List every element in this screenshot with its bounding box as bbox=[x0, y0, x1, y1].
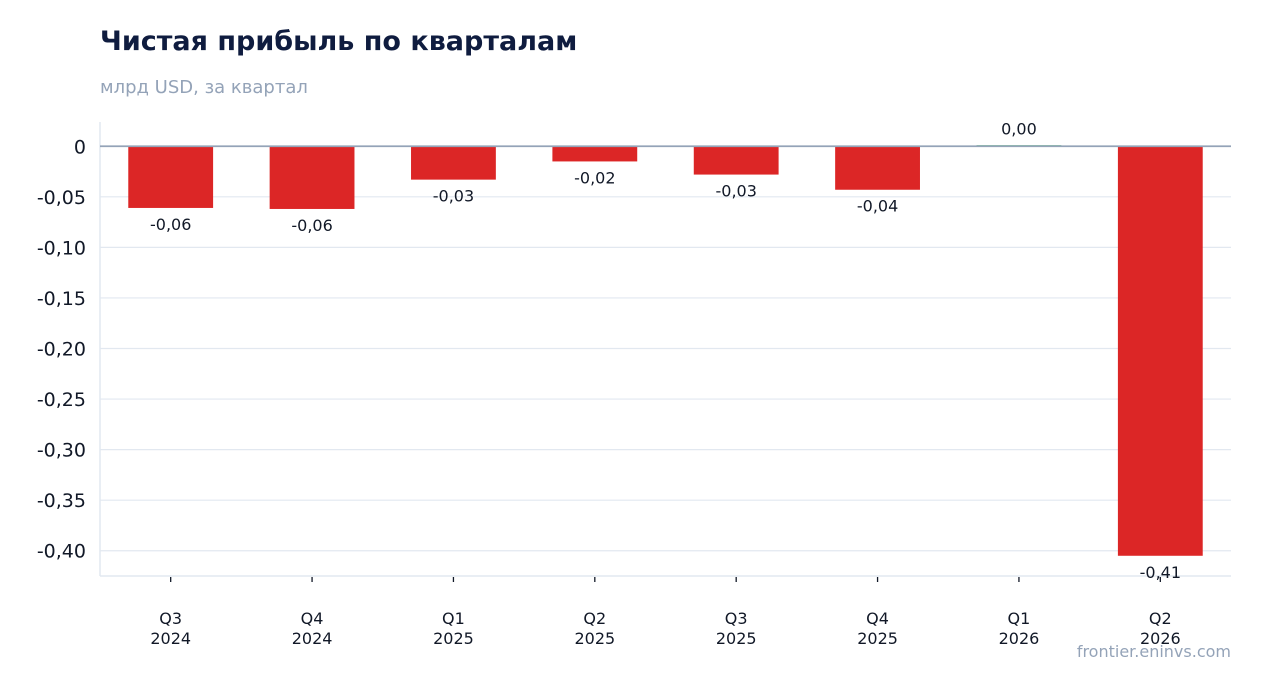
bar bbox=[835, 146, 920, 190]
x-tick-label-line: Q1 bbox=[1008, 609, 1031, 628]
x-tick-label-line: 2026 bbox=[999, 629, 1040, 648]
bar bbox=[1117, 146, 1203, 556]
bar-value-label: 0,00 bbox=[1001, 119, 1037, 138]
watermark: frontier.eninvs.com bbox=[1076, 642, 1231, 661]
chart-title: Чистая прибыль по кварталам bbox=[100, 26, 578, 57]
bar-value-label: -0,03 bbox=[715, 182, 756, 201]
x-tick-label-line: Q2 bbox=[1149, 609, 1172, 628]
y-tick-label: 0 bbox=[74, 136, 86, 158]
x-tick-label: Q1 2026 bbox=[999, 609, 1040, 648]
x-tick-label-line: Q3 bbox=[159, 609, 182, 628]
bar-value-label: -0,04 bbox=[857, 197, 898, 216]
x-tick-label-line: 2024 bbox=[150, 629, 191, 648]
bar bbox=[552, 146, 638, 162]
y-tick-label: -0,40 bbox=[37, 541, 86, 563]
x-tick-label-line: 2025 bbox=[716, 629, 757, 648]
y-tick-label: -0,05 bbox=[37, 187, 86, 209]
bar bbox=[269, 146, 355, 209]
x-tick-label-line: 2026 bbox=[1140, 629, 1181, 648]
x-tick-label-line: Q3 bbox=[725, 609, 748, 628]
x-tick-label-line: 2025 bbox=[574, 629, 615, 648]
x-tick-label-line: 2025 bbox=[857, 629, 898, 648]
y-tick-label: -0,15 bbox=[37, 288, 86, 310]
x-tick-label-line: 2025 bbox=[433, 629, 474, 648]
y-tick-label: -0,10 bbox=[37, 237, 86, 259]
x-tick-label: Q3 2025 bbox=[716, 609, 757, 648]
y-tick-label: -0,30 bbox=[37, 440, 86, 462]
bar bbox=[128, 146, 214, 208]
x-tick-label-line: Q1 bbox=[442, 609, 465, 628]
chart-subtitle: млрд USD, за квартал bbox=[100, 77, 308, 98]
bar-value-label: -0,06 bbox=[150, 215, 191, 234]
bar bbox=[411, 146, 496, 180]
bar-value-label: -0,03 bbox=[433, 187, 474, 206]
x-tick-label-line: Q2 bbox=[583, 609, 606, 628]
bar-value-label: -0,41 bbox=[1140, 563, 1181, 582]
x-tick-label: Q4 2025 bbox=[857, 609, 898, 648]
x-tick-label-line: Q4 bbox=[301, 609, 324, 628]
x-tick-label: Q4 2024 bbox=[292, 609, 333, 648]
x-tick-label: Q1 2025 bbox=[433, 609, 474, 648]
x-tick-label: Q2 2026 bbox=[1140, 609, 1181, 648]
x-tick-label-line: 2024 bbox=[292, 629, 333, 648]
y-tick-label: -0,35 bbox=[37, 490, 86, 512]
y-tick-label: -0,20 bbox=[37, 338, 86, 360]
x-tick-label: Q3 2024 bbox=[150, 609, 191, 648]
bar-value-label: -0,06 bbox=[291, 216, 332, 235]
bar bbox=[693, 146, 779, 175]
x-tick-label-line: Q4 bbox=[866, 609, 889, 628]
x-tick-label: Q2 2025 bbox=[574, 609, 615, 648]
bar-value-label: -0,02 bbox=[574, 168, 615, 187]
y-tick-label: -0,25 bbox=[37, 389, 86, 411]
